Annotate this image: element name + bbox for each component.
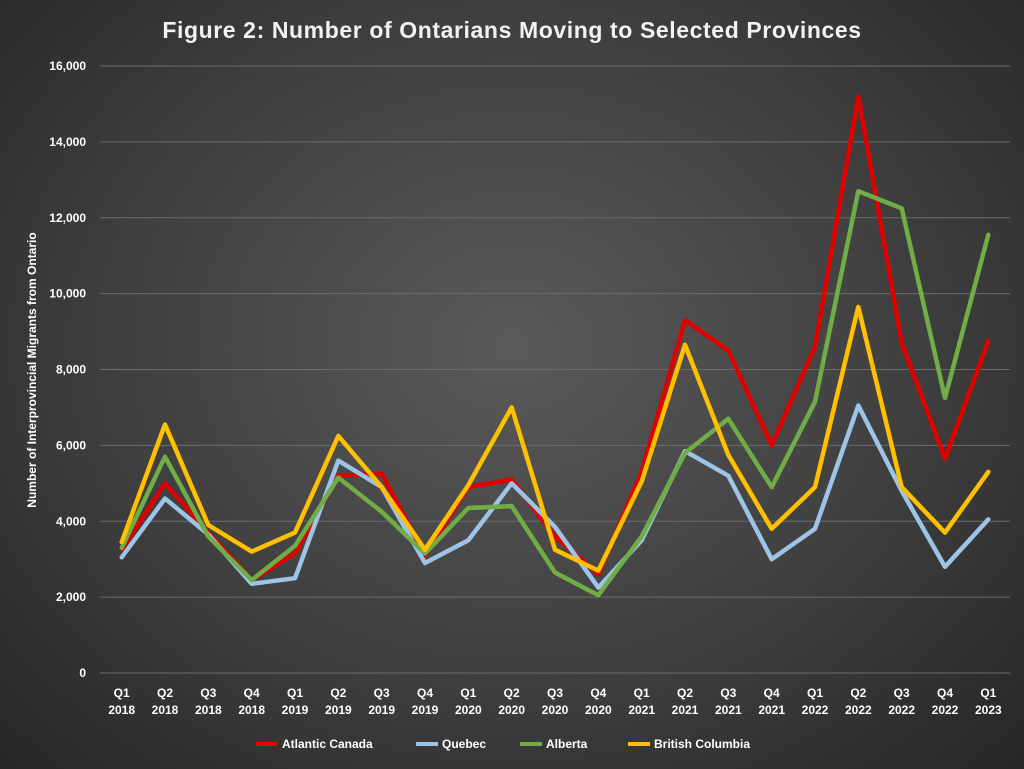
x-tick-label: Q4 2020: [585, 686, 612, 717]
x-tick-label: Q3 2022: [888, 686, 915, 717]
gridlines: [100, 65, 1010, 674]
x-tick-label: Q1 2021: [628, 686, 655, 717]
y-tick-label: 14,000: [49, 135, 86, 149]
series-line-alberta: [119, 188, 991, 598]
x-tick-label: Q3 2021: [715, 686, 742, 717]
legend: Atlantic Canada Quebec Alberta British Colu…: [256, 737, 750, 751]
x-tick-label: Q2 2019: [325, 686, 352, 717]
x-axis-ticks: Q1 2018 Q2 2018 Q3 2018 Q4 2018 Q1 2019 Q2 2019 Q3 20…: [108, 686, 1002, 717]
series-line-atlantic-canada: [119, 94, 991, 583]
x-tick-label: Q4 2022: [932, 686, 959, 717]
chart-title: Figure 2: Number of Ontarians Moving to …: [162, 17, 861, 43]
x-tick-label: Q3 2018: [195, 686, 222, 717]
y-tick-label: 8,000: [56, 363, 86, 377]
x-tick-label: Q2 2021: [672, 686, 699, 717]
legend-label-british-columbia: British Columbia: [654, 737, 750, 751]
x-tick-label: Q1 2018: [108, 686, 135, 717]
y-tick-label: 16,000: [49, 59, 86, 73]
series-line-british-columbia: [119, 304, 991, 573]
legend-label-atlantic-canada: Atlantic Canada: [282, 737, 373, 751]
x-tick-label: Q1 2023: [975, 686, 1002, 717]
x-tick-label: Q3 2020: [542, 686, 569, 717]
x-tick-label: Q2 2022: [845, 686, 872, 717]
y-tick-label: 6,000: [56, 438, 86, 452]
x-tick-label: Q2 2020: [498, 686, 525, 717]
x-tick-label: Q1 2022: [802, 686, 829, 717]
x-tick-label: Q1 2020: [455, 686, 482, 717]
legend-label-alberta: Alberta: [546, 737, 588, 751]
series-line-quebec: [119, 403, 991, 590]
y-tick-label: 4,000: [56, 514, 86, 528]
x-tick-label: Q4 2021: [758, 686, 785, 717]
x-tick-label: Q1 2019: [282, 686, 309, 717]
y-tick-label: 0: [79, 666, 86, 680]
legend-label-quebec: Quebec: [442, 737, 486, 751]
x-tick-label: Q4 2019: [412, 686, 439, 717]
x-tick-label: Q2 2018: [152, 686, 179, 717]
y-tick-label: 12,000: [49, 211, 86, 225]
y-tick-label: 2,000: [56, 590, 86, 604]
x-tick-label: Q4 2018: [238, 686, 265, 717]
series-lines: [119, 94, 991, 598]
y-axis-label: Number of Interprovincial Migrants from …: [25, 232, 39, 507]
y-axis-ticks: 0 2,000 4,000 6,000 8,000 10,000 12,000 14,000 1…: [49, 59, 86, 680]
y-tick-label: 10,000: [49, 287, 86, 301]
x-tick-label: Q3 2019: [368, 686, 395, 717]
